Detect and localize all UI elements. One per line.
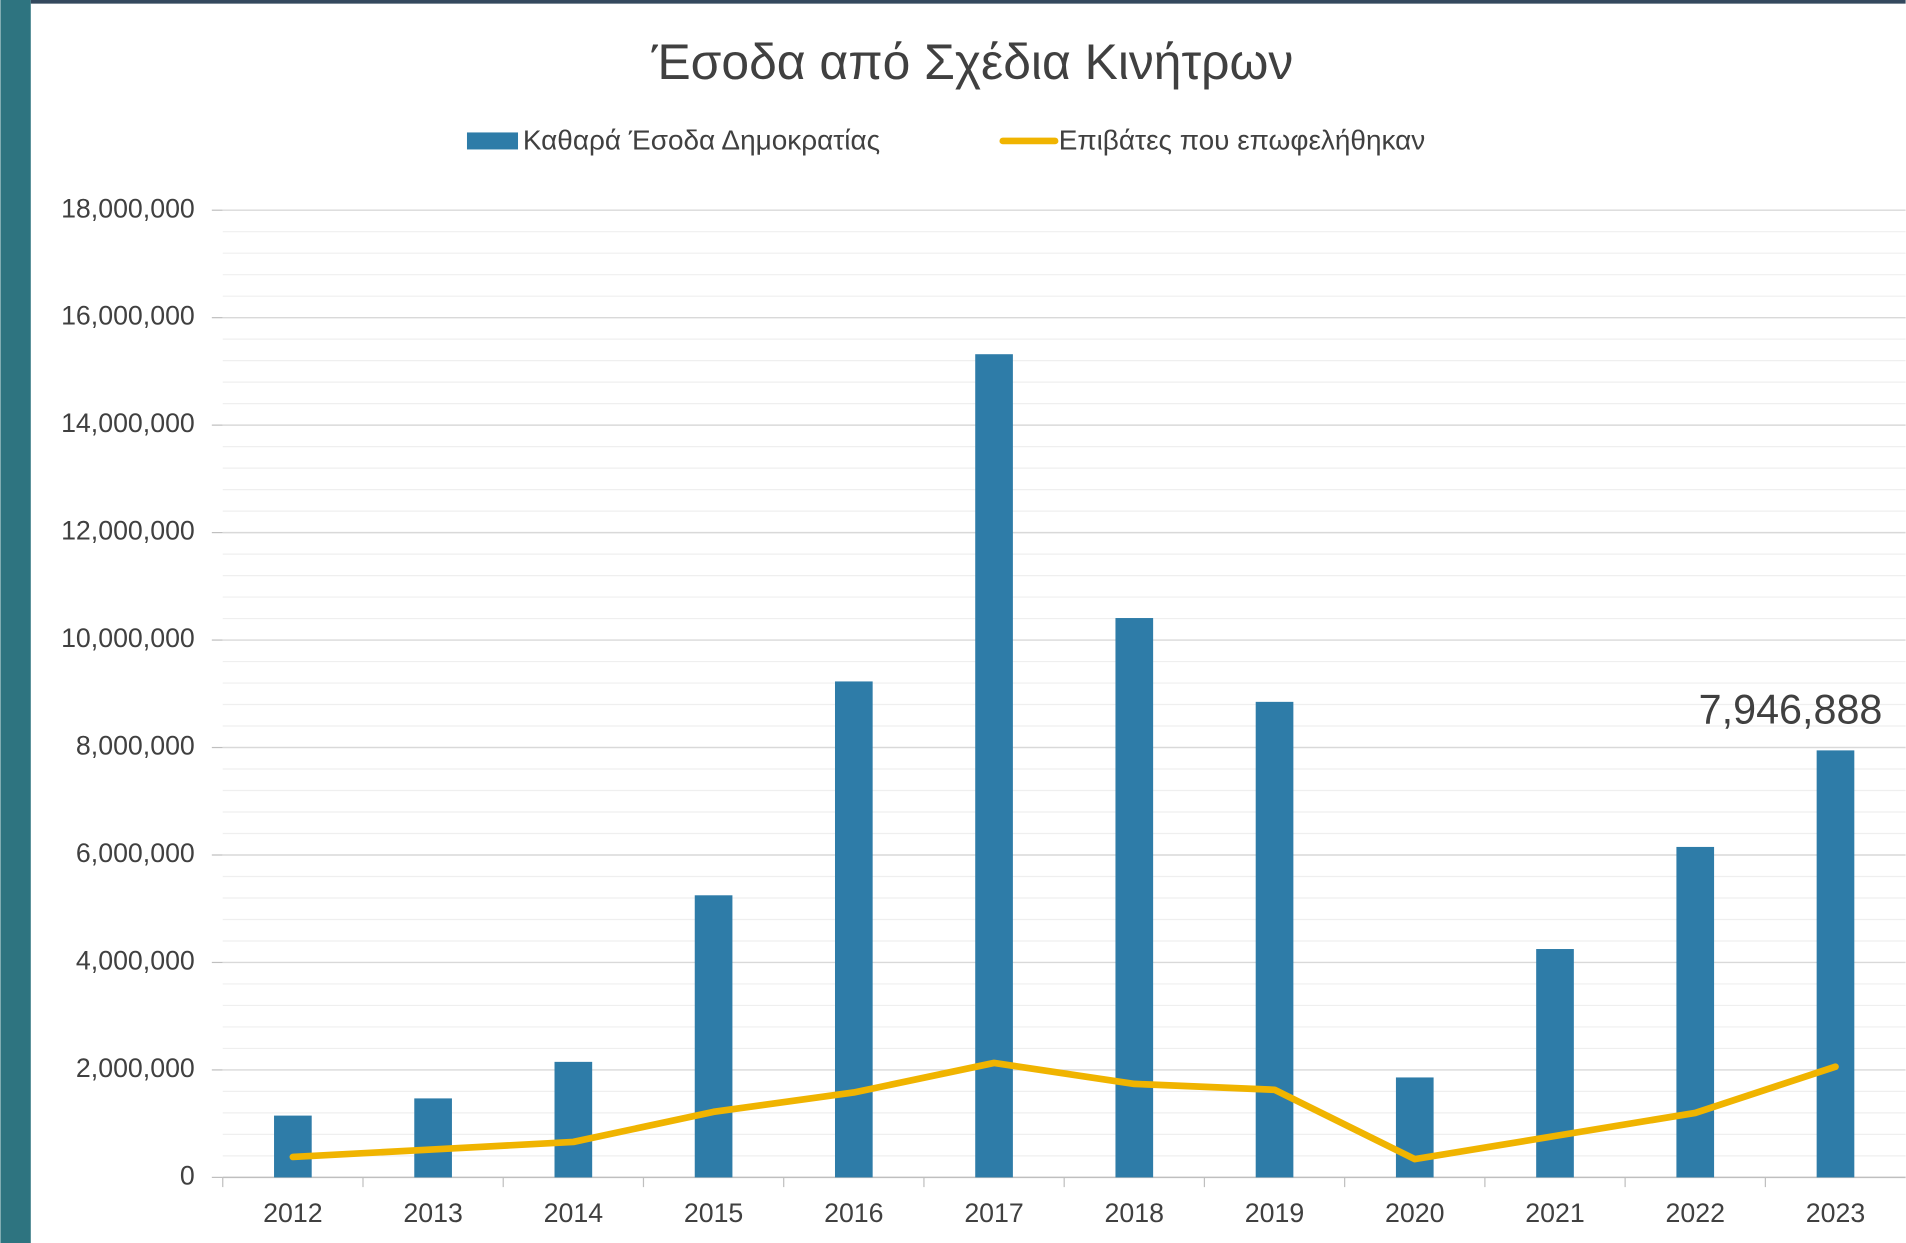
y-tick-label: 16,000,000 [61,301,195,331]
y-tick-label: 12,000,000 [61,516,195,546]
x-tick-label: 2018 [1105,1198,1164,1228]
bar [834,681,873,1178]
legend-swatch [466,132,519,150]
side-strip [0,0,31,1243]
y-tick-label: 2,000,000 [76,1053,195,1083]
bar [1536,949,1574,1178]
y-tick-label: 6,000,000 [76,838,195,868]
x-tick-label: 2023 [1806,1198,1865,1228]
bar [554,1061,593,1178]
bar [274,1115,312,1178]
chart-title: Έσοδα από Σχέδια Κινήτρων [651,34,1294,90]
y-tick-label: 4,000,000 [76,946,195,976]
top-strip [30,0,1906,4]
bar [414,1098,452,1178]
bar [1676,846,1715,1178]
x-tick-label: 2015 [684,1198,743,1228]
bar [694,895,733,1178]
x-tick-label: 2012 [263,1198,322,1228]
bar [1115,618,1154,1178]
y-tick-label: 18,000,000 [61,193,195,223]
x-tick-label: 2016 [824,1198,883,1228]
data-label: 7,946,888 [1699,687,1883,733]
x-tick-label: 2017 [964,1198,1023,1228]
x-tick-label: 2019 [1245,1198,1304,1228]
x-tick-label: 2021 [1525,1198,1584,1228]
bar [1255,701,1294,1178]
bar [975,354,1013,1178]
bar [1816,750,1855,1178]
legend-label: Επιβάτες που επωφελήθηκαν [1059,125,1426,156]
x-tick-label: 2013 [403,1198,462,1228]
legend-label: Καθαρά Έσοδα Δημοκρατίας [523,125,880,156]
x-tick-label: 2020 [1385,1198,1444,1228]
y-tick-label: 14,000,000 [61,408,195,438]
y-tick-label: 10,000,000 [61,623,195,653]
y-tick-label: 0 [180,1160,195,1190]
y-tick-label: 8,000,000 [76,731,195,761]
line-series [289,1059,1839,1163]
x-tick-label: 2022 [1666,1198,1725,1228]
x-tick-label: 2014 [544,1198,604,1228]
